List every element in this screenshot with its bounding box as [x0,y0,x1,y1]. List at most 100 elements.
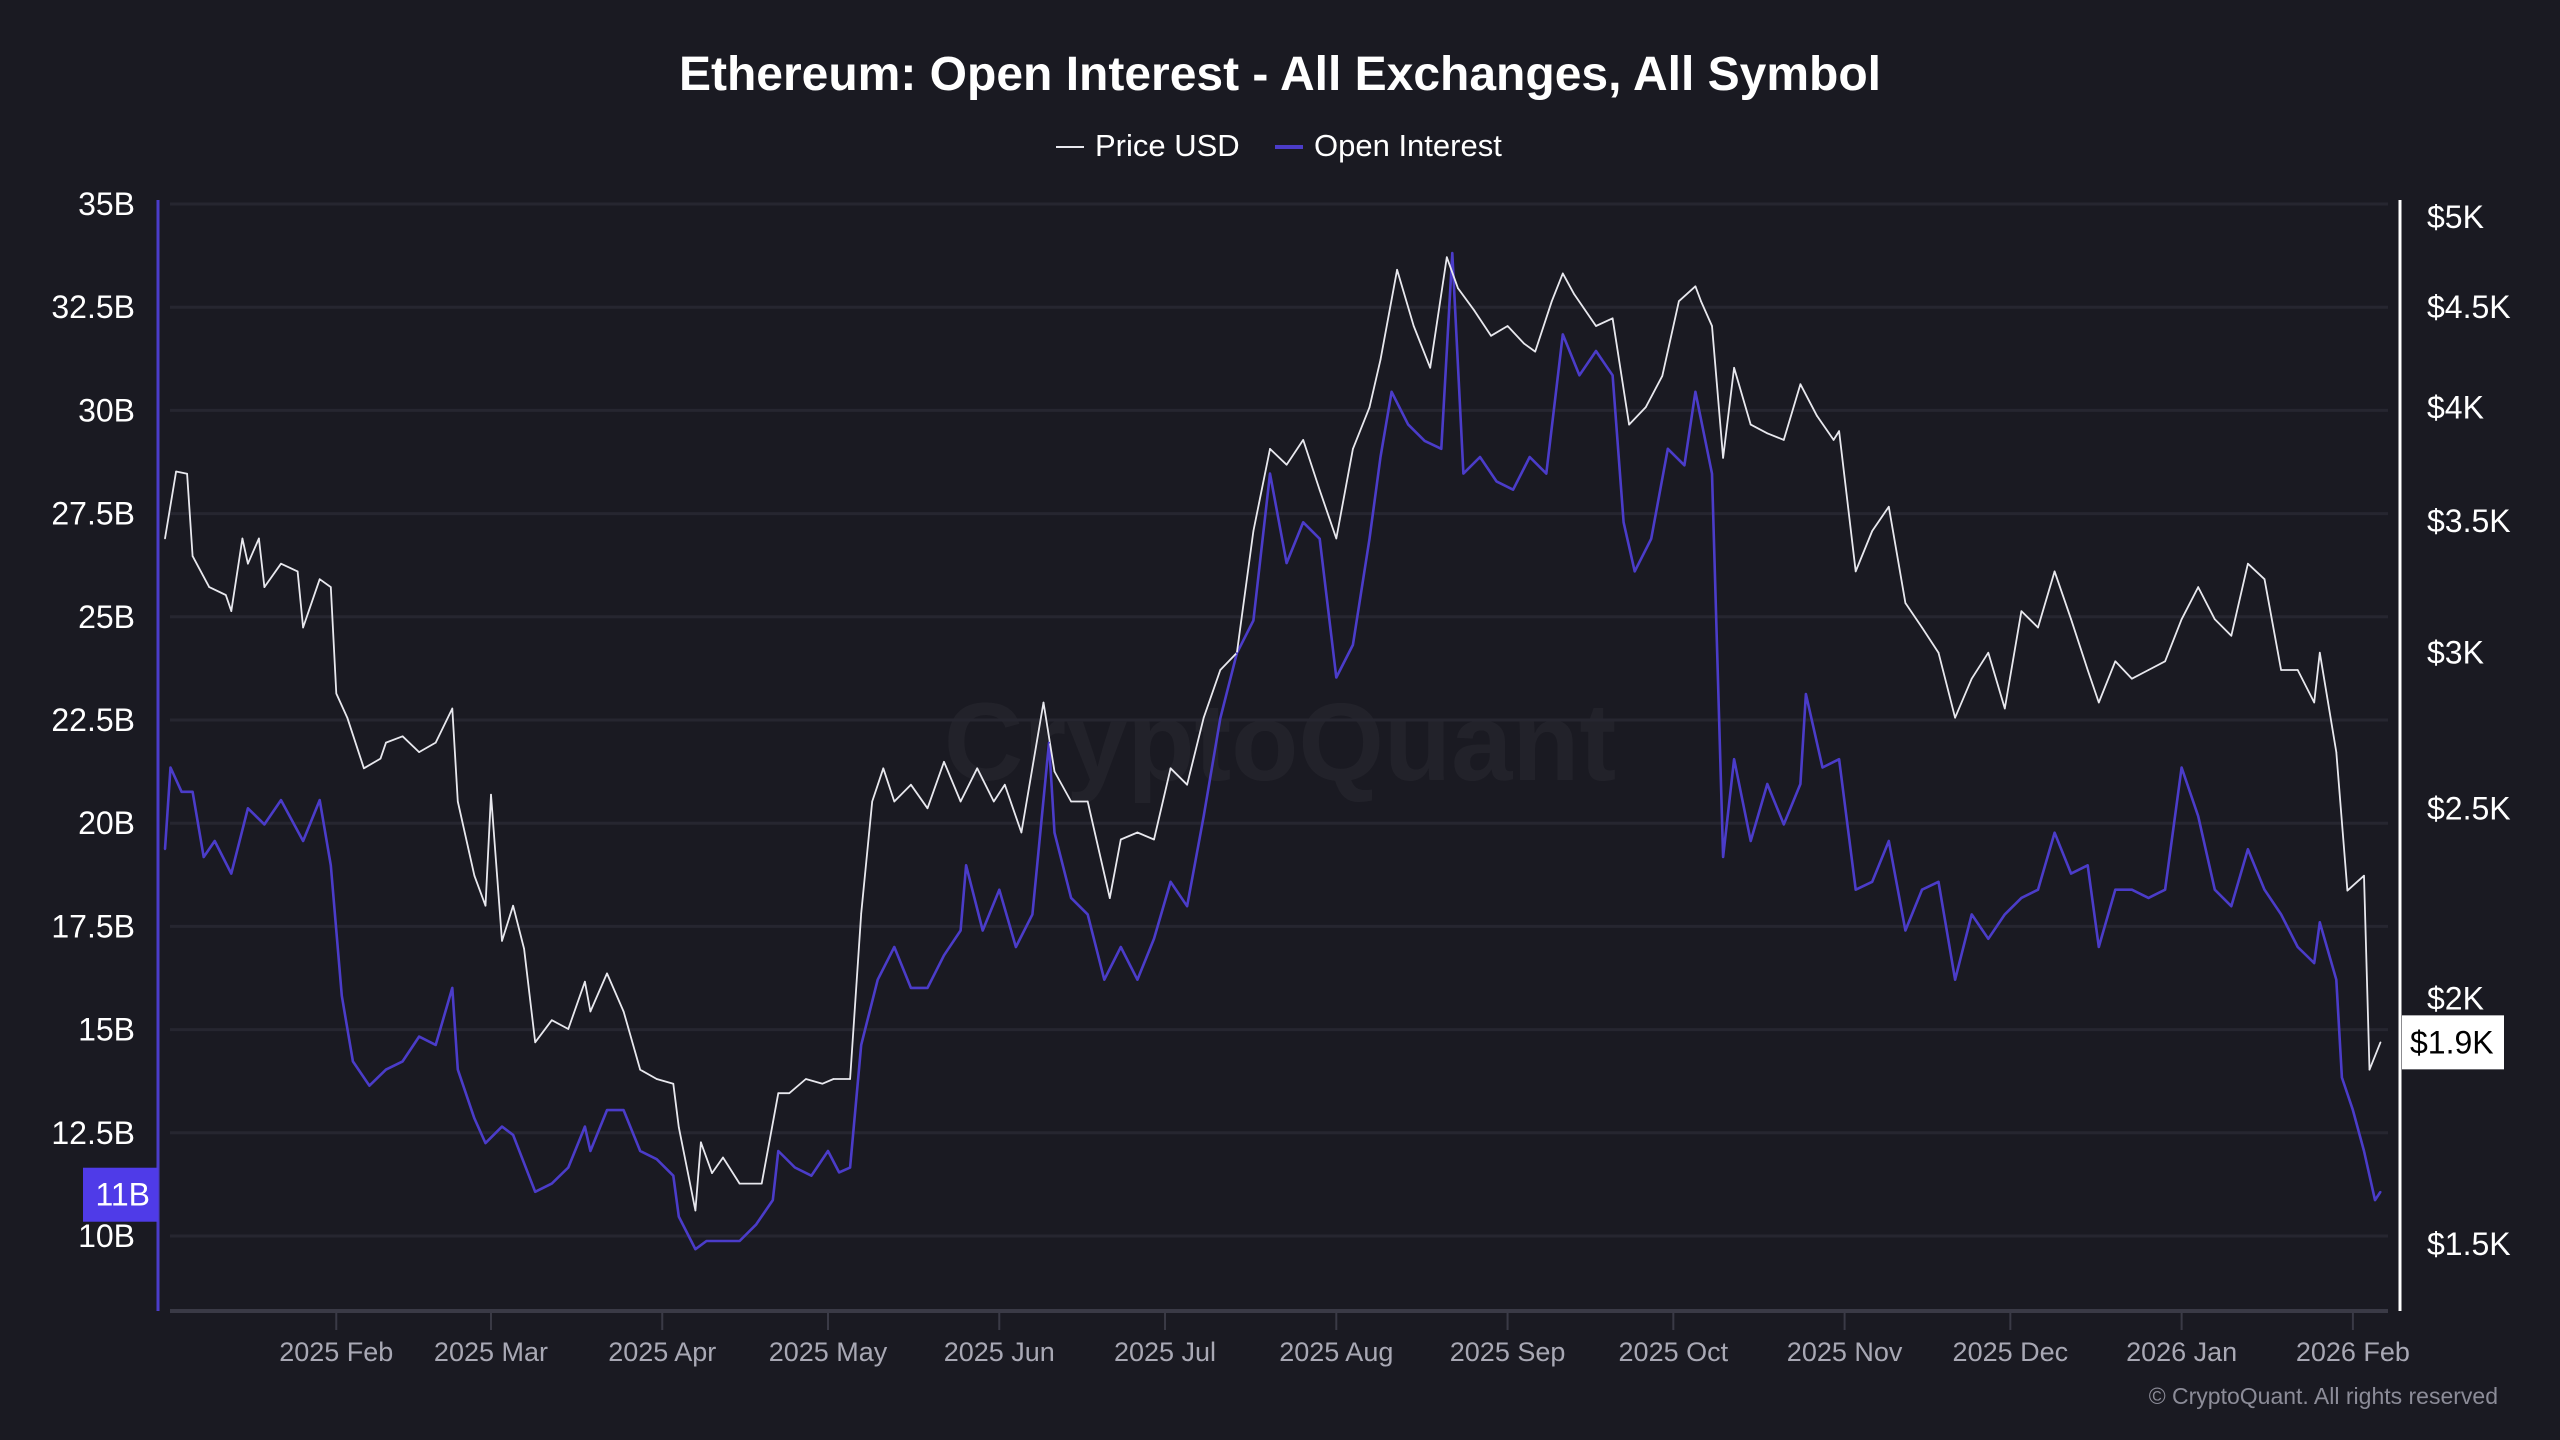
open-interest-point [385,1068,387,1071]
price-point [1722,457,1724,459]
current-price-marker: $1.9K [2402,1015,2504,1070]
open-interest-point [1053,831,1056,834]
open-interest-point [1451,252,1454,255]
price-point [1169,767,1172,770]
open-interest-point [1186,905,1189,908]
price-point [2313,701,2316,704]
open-interest-point [1103,978,1106,981]
price-point [1711,325,1713,327]
right-tick-label: $4.5K [2427,289,2511,325]
open-interest-point [738,1239,741,1242]
open-interest-point [1733,758,1736,761]
price-point [1457,287,1459,289]
price-point [175,470,177,473]
open-interest-point [2263,888,2266,891]
right-tick-label: $3.5K [2427,503,2511,539]
open-interest-point [793,1166,796,1169]
price-point [2296,669,2299,671]
open-interest-point [1119,946,1122,949]
open-interest-point [777,1149,780,1152]
price-point [434,741,437,744]
price-point [1904,602,1907,604]
price-point [2197,586,2199,588]
open-interest-point [2362,1149,2365,1152]
open-interest-point [318,799,321,802]
price-point [296,570,299,573]
open-interest-point [1622,521,1625,524]
price-point [2213,618,2216,621]
price-point [992,800,995,803]
open-interest-point [1285,562,1288,565]
open-interest-point [1335,676,1338,679]
price-point [401,735,404,738]
x-tick-label: 2026 Jan [2126,1337,2237,1367]
open-interest-point [1086,913,1089,916]
price-point [224,594,227,596]
price-point [335,692,338,695]
open-interest-point [1495,480,1498,483]
open-interest-point [1169,880,1172,883]
price-point [2346,889,2349,892]
open-interest-point [1390,390,1393,393]
price-point [1871,530,1874,532]
price-point [711,1172,713,1174]
current-oi-label: 11B [95,1177,150,1213]
open-interest-point [2180,766,2183,769]
open-interest-point [1070,896,1073,899]
open-interest-point [860,1043,863,1046]
legend-price-label[interactable]: Price USD [1095,128,1240,163]
price-point [2230,635,2233,637]
price-point [1269,448,1271,450]
price-point [1749,423,1752,426]
price-point [1302,439,1304,441]
price-point [1550,300,1553,303]
open-interest-point [2213,888,2216,891]
price-point [1108,897,1111,899]
price-point [1490,334,1492,337]
open-interest-point [2351,1109,2354,1112]
open-interest-point [169,766,172,769]
open-interest-point [534,1190,537,1193]
open-interest-point [1749,839,1752,842]
open-interest-point [2374,1199,2376,1202]
price-point [473,874,476,877]
gridlines [170,202,2388,1238]
open-interest-point [893,946,896,949]
open-interest-series-line [163,251,2382,1251]
open-interest-point [655,1158,658,1161]
price-point [1799,383,1802,386]
right-tick-label: $5K [2427,199,2484,235]
price-point [1020,831,1023,834]
price-point [2004,707,2006,710]
right-tick-label: $4K [2427,389,2484,425]
right-tick-label: $2K [2427,981,2484,1017]
open-interest-point [1887,839,1890,842]
open-interest-point [1766,782,1769,785]
open-interest-point [2379,1190,2382,1193]
legend-oi-label[interactable]: Open Interest [1314,128,1502,163]
price-point [523,948,525,950]
open-interest-point [164,848,166,851]
x-tick-label: 2025 Sep [1450,1337,1566,1367]
open-interest-point [1423,439,1426,442]
price-point [1694,285,1697,288]
price-point [280,562,282,565]
price-point [1285,463,1288,466]
price-point [1004,783,1006,786]
price-point [1766,432,1769,435]
open-interest-point [2318,921,2321,924]
open-interest-point [329,864,332,867]
open-interest-point [694,1248,697,1251]
price-point [694,1209,697,1212]
open-interest-point [1722,856,1725,859]
price-point [302,626,304,629]
price-point [760,1182,763,1185]
open-interest-point [1152,937,1155,940]
price-point [1611,317,1614,320]
price-point [501,940,503,942]
price-point [2114,660,2117,663]
price-point [2070,618,2072,621]
price-point [2037,626,2039,629]
price-point [788,1092,791,1095]
open-interest-point [1031,913,1034,916]
